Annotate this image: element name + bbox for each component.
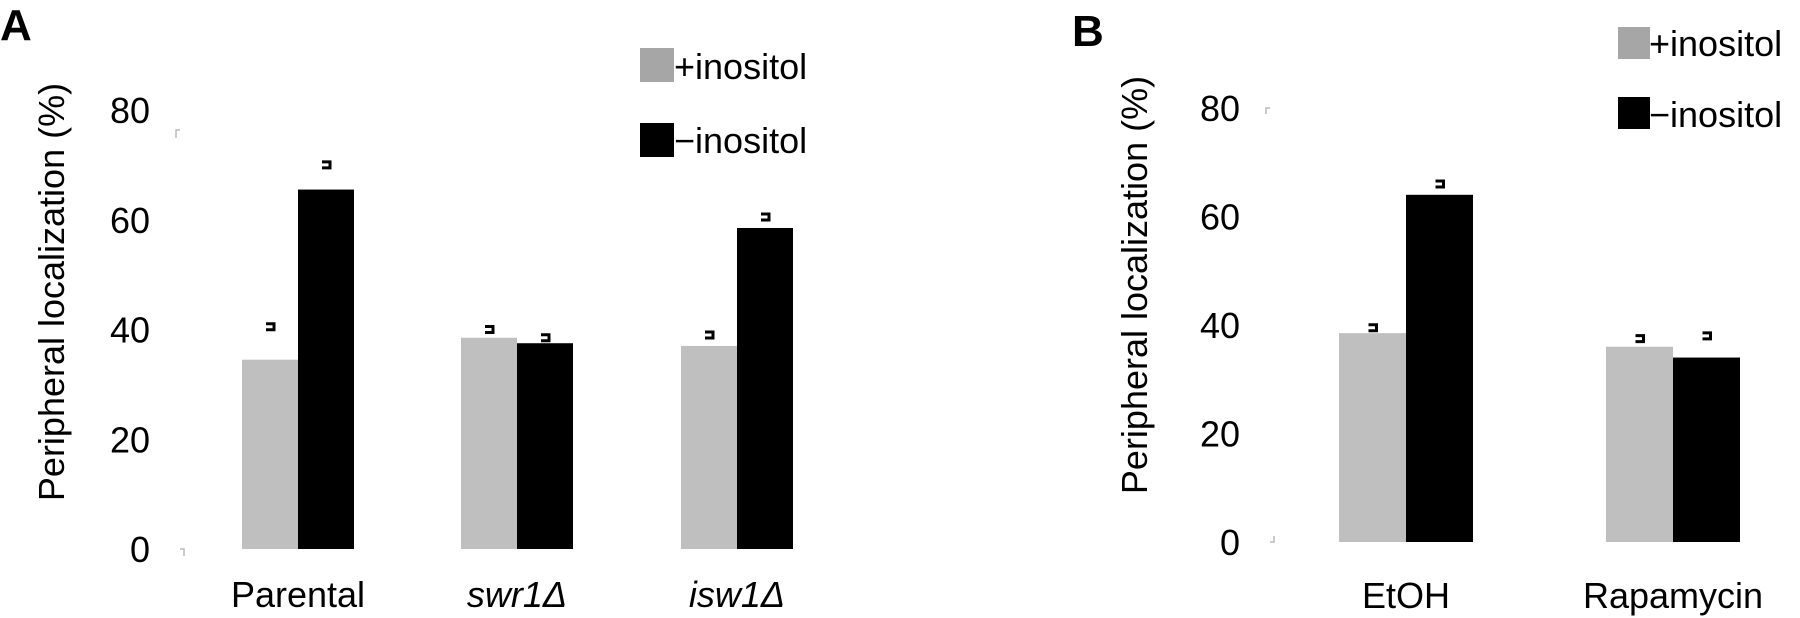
panel-b-legend-swatch-plus [1618, 27, 1650, 59]
panel-a: A Peripheral localization (%) 020406080 … [0, 1, 807, 615]
panel-a-y-ticks: 0 20 40 60 80 [110, 90, 150, 570]
panel-a-label: A [0, 1, 32, 50]
panel-a-y-tick-label-1: 20 [110, 419, 150, 460]
panel-a-legend-swatch-plus [640, 48, 674, 82]
panel-b-legend-label-plus: +inositol [1649, 23, 1782, 64]
panel-a-y-axis-title: Peripheral localization (%) [31, 83, 72, 501]
panel-b-y-tick-label-2: 40 [1200, 305, 1240, 346]
panel-b-legend-label-minus: −inositol [1649, 94, 1782, 135]
panel-b: B Peripheral localization (%) 020406080 … [1072, 7, 1782, 616]
panel-a-y-tick-label-3: 60 [110, 200, 150, 241]
panel-b-y-tick-label-0: 0 [1220, 522, 1240, 563]
panel-a-error-cap-plus-2 [705, 330, 715, 340]
panel-b-bar-minus-1 [1673, 357, 1740, 542]
panel-b-bar-plus-1 [1606, 346, 1673, 542]
panel-b-error-cap-plus-1 [1635, 334, 1645, 344]
panel-a-category-label-0: Parental [231, 574, 365, 615]
panel-a-category-labels: Parental swr1Δ isw1Δ [231, 574, 785, 615]
panel-b-error-cap-plus-0 [1368, 323, 1378, 333]
panel-a-bar-plus-1 [461, 337, 517, 549]
panel-b-legend: +inositol −inositol [1618, 23, 1782, 135]
panel-a-legend-label-minus: −inositol [674, 120, 807, 161]
panel-a-y-tick-label-4: 80 [110, 90, 150, 131]
panel-a-error-cap-plus-0 [266, 322, 276, 332]
panel-a-bars [242, 160, 793, 549]
panel-a-bar-minus-2 [737, 227, 793, 549]
panel-b-category-label-0: EtOH [1362, 575, 1450, 616]
panel-b-label: B [1072, 7, 1104, 56]
panel-a-bar-minus-0 [298, 189, 354, 549]
panel-a-bar-minus-1 [517, 343, 573, 549]
panel-b-y-tick-label-3: 60 [1200, 197, 1240, 238]
panel-a-category-label-1: swr1Δ [467, 574, 567, 615]
panel-b-category-labels: EtOH Rapamycin [1362, 575, 1763, 616]
panel-a-legend: +inositol −inositol [640, 46, 807, 161]
panel-b-axis-ticks [1265, 107, 1275, 543]
panel-b-y-tick-label-1: 20 [1200, 414, 1240, 455]
panel-b-y-axis-title: Peripheral localization (%) [1114, 76, 1155, 494]
panel-a-error-cap-minus-2 [761, 212, 771, 222]
panel-b-error-cap-minus-0 [1435, 179, 1445, 189]
panel-b-bar-minus-0 [1406, 194, 1473, 543]
panel-a-y-tick-label-0: 0 [130, 529, 150, 570]
panel-a-error-cap-minus-0 [322, 160, 332, 170]
panel-b-bar-plus-0 [1339, 333, 1406, 542]
panel-b-y-tick-label-4: 80 [1200, 88, 1240, 129]
panel-a-bar-plus-0 [242, 359, 298, 549]
panel-a-error-cap-minus-1 [541, 333, 551, 343]
panel-a-legend-swatch-minus [640, 123, 674, 157]
panel-a-y-tick-label-2: 40 [110, 310, 150, 351]
panel-a-error-cap-plus-1 [485, 325, 495, 334]
panel-a-bar-plus-2 [681, 345, 737, 549]
panel-a-category-label-2: isw1Δ [689, 574, 785, 615]
panel-b-bars [1339, 179, 1740, 543]
panel-b-category-label-1: Rapamycin [1583, 575, 1763, 616]
panel-b-legend-swatch-minus [1618, 97, 1650, 129]
panel-b-error-cap-minus-1 [1702, 331, 1712, 341]
panel-a-legend-label-plus: +inositol [674, 46, 807, 87]
panel-b-y-ticks: 0 20 40 60 80 [1200, 88, 1240, 563]
panel-a-axis-ticks [175, 129, 185, 556]
